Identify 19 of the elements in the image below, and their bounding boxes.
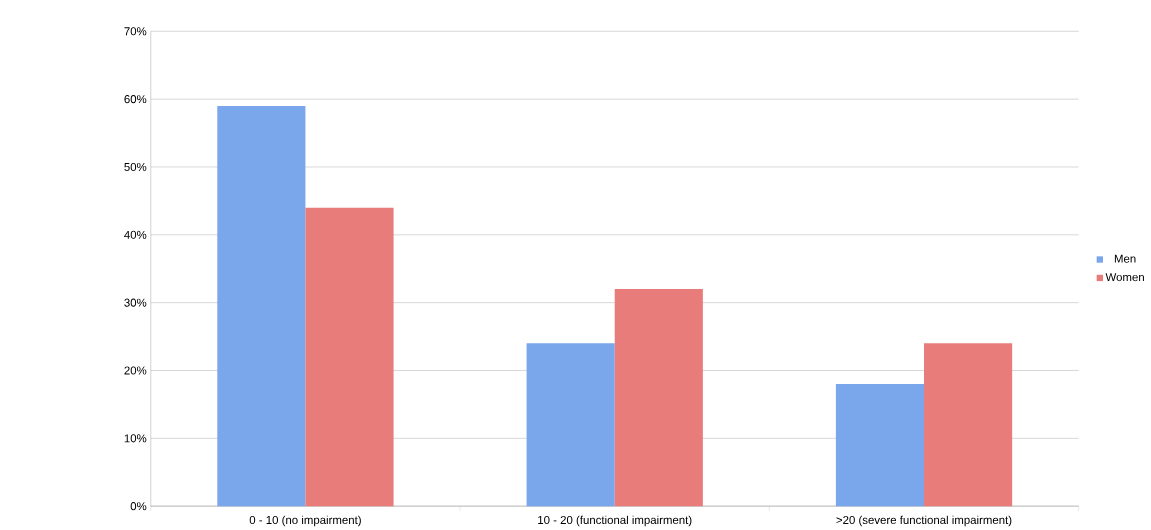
bar: [614, 289, 703, 507]
y-tick-label: 30%: [124, 298, 147, 307]
bar: [526, 343, 615, 507]
y-tick-label: 50%: [124, 162, 147, 171]
x-tick-label: 0 - 10 (no impairment): [249, 515, 361, 527]
y-tick-label: 70%: [124, 27, 147, 36]
legend-label: Women: [1105, 273, 1144, 282]
bar: [835, 384, 925, 507]
x-tick-label: >20 (severe functional impairment): [836, 515, 1012, 527]
y-tick-label: 40%: [124, 230, 147, 239]
y-tick-label: 60%: [124, 95, 147, 104]
y-tick-label: 20%: [124, 366, 147, 375]
y-tick-label: 10%: [124, 434, 147, 443]
y-tick-label: 0%: [130, 502, 147, 511]
x-tick-label: 10 - 20 (functional impairment): [538, 515, 692, 527]
bar: [217, 105, 306, 507]
bar: [305, 207, 394, 507]
bar: [924, 343, 1013, 507]
legend-label: Men: [1114, 254, 1136, 263]
